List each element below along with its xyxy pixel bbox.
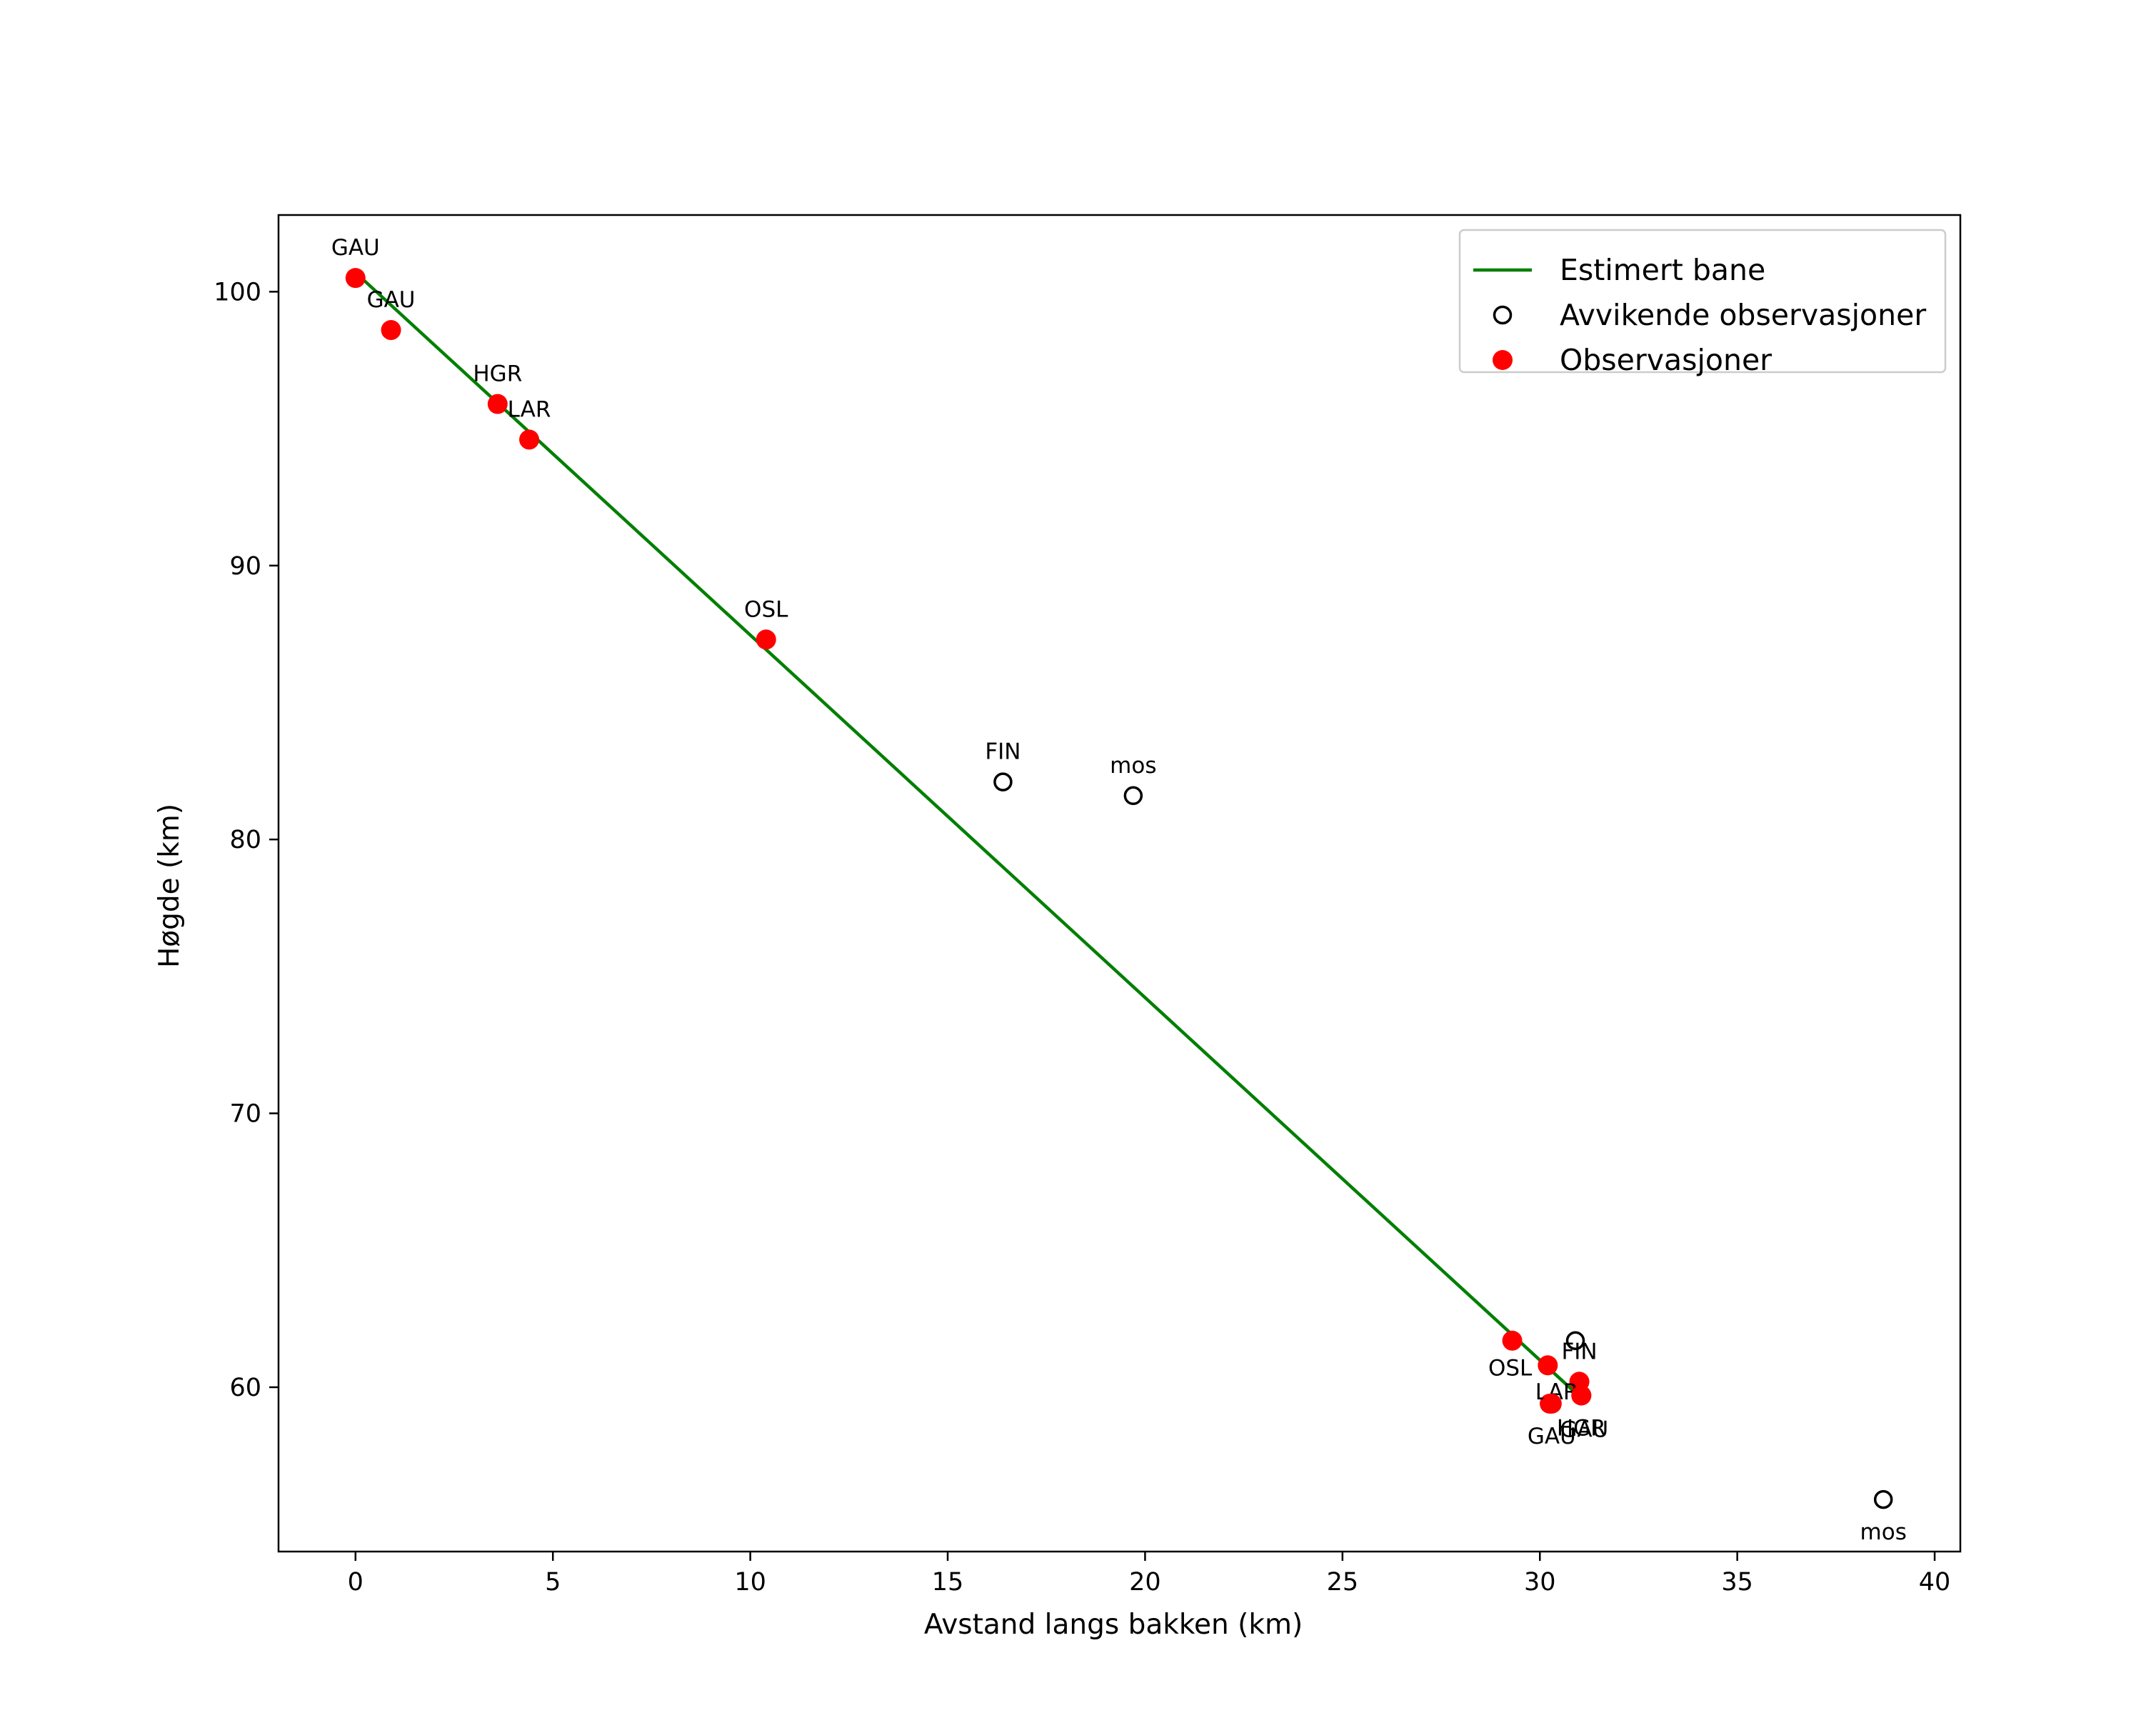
legend-label: Estimert bane — [1560, 253, 1765, 287]
point-label: mos — [1860, 1519, 1907, 1545]
legend: Estimert bane Avvikende observasjoner Obse… — [1458, 229, 1947, 377]
point-label: GAU — [367, 287, 416, 313]
point-label: GAU — [331, 235, 380, 261]
point-label: HGR — [1557, 1415, 1606, 1441]
legend-label: Observasjoner — [1560, 343, 1772, 377]
point-label: OSL — [744, 596, 788, 622]
legend-label: Avvikende observasjoner — [1560, 298, 1926, 332]
x-tick-label: 25 — [1327, 1568, 1359, 1597]
x-tick-label: 30 — [1524, 1568, 1556, 1597]
point-label: GAU — [1528, 1424, 1576, 1449]
point-label: HGR — [473, 361, 522, 387]
point-label: FIN — [1561, 1339, 1597, 1364]
estimated-trajectory-line — [354, 271, 1583, 1399]
x-axis-title: Avstand langs bakken (km) — [924, 1609, 1303, 1641]
x-tick-label: 10 — [734, 1568, 766, 1597]
x-tick-label: 20 — [1129, 1568, 1161, 1597]
y-tick-label: 80 — [229, 826, 261, 854]
point-label: OSL — [1488, 1355, 1533, 1381]
x-tick-label: 40 — [1919, 1568, 1951, 1597]
y-axis-title: Høgde (km) — [154, 804, 186, 968]
outlier-point — [993, 772, 1013, 791]
point-label: FIN — [985, 739, 1021, 765]
outlier-point — [1123, 786, 1143, 806]
legend-outlier-swatch — [1493, 305, 1513, 325]
x-tick-label: 35 — [1721, 1568, 1753, 1597]
x-tick-label: 15 — [932, 1568, 964, 1597]
y-tick-label: 70 — [229, 1100, 261, 1129]
legend-box — [1458, 229, 1947, 374]
observation-point — [487, 394, 508, 414]
y-tick-label: 90 — [229, 552, 261, 581]
point-label: GAU — [1560, 1417, 1608, 1442]
x-tick-label: 5 — [545, 1568, 561, 1597]
y-tick-label: 100 — [214, 278, 261, 306]
y-tick-label: 60 — [229, 1374, 261, 1402]
legend-observation-swatch — [1493, 350, 1513, 370]
axes: 0 5 10 15 20 25 30 35 40 60 70 80 90 100 — [214, 214, 1962, 1597]
observation-point — [345, 268, 366, 289]
plot-frame — [277, 214, 1962, 1553]
observation-point — [519, 429, 540, 450]
x-tick-label: 0 — [348, 1568, 363, 1597]
observation-point — [1541, 1393, 1562, 1414]
point-label: LAR — [508, 396, 551, 422]
point-label: mos — [1110, 753, 1156, 779]
plot-area: FINmosmosGAUGAUHGRLAROSLOSLFINLARHGRGAUG… — [331, 235, 1907, 1545]
observation-point — [1502, 1330, 1523, 1351]
outlier-point — [1565, 1331, 1585, 1351]
observation-point — [381, 320, 401, 341]
observation-point — [756, 629, 776, 650]
outlier-point — [1873, 1489, 1893, 1509]
observation-point — [1538, 1355, 1558, 1376]
observation-point — [1571, 1385, 1592, 1406]
